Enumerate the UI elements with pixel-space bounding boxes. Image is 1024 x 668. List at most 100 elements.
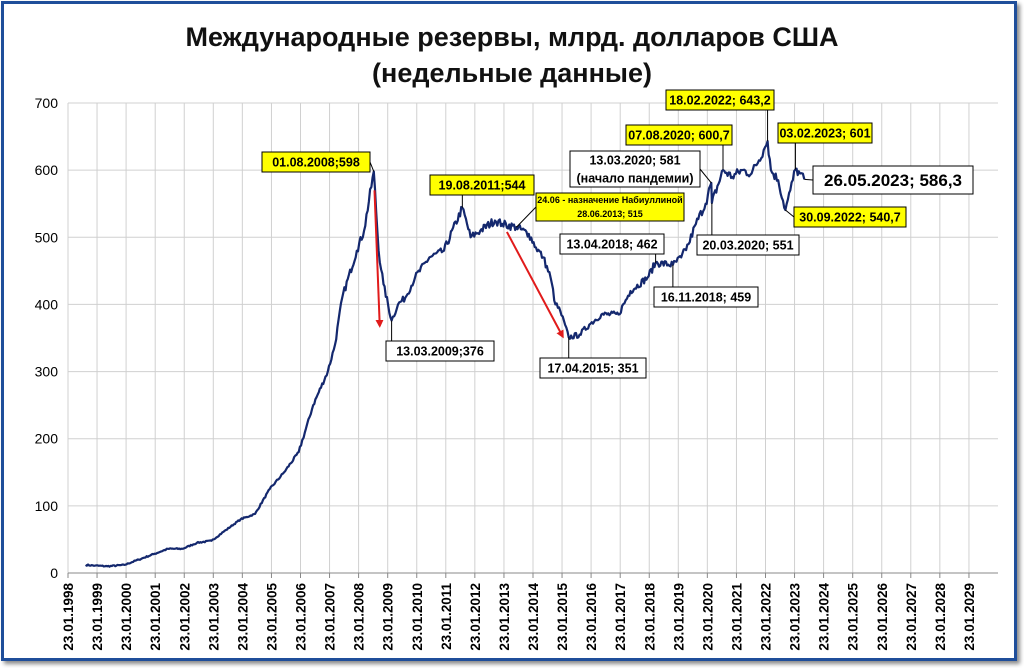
annotation-label: 24.06 - назначение Набиуллиной — [537, 195, 682, 205]
annotation-box — [535, 192, 685, 222]
x-tick-label: 23.01.1998 — [61, 583, 76, 651]
annotation-box — [625, 124, 733, 146]
annotation-label: 17.04.2015; 351 — [547, 362, 638, 376]
annotation-box — [261, 151, 371, 173]
x-tick-label: 23.01.2029 — [962, 583, 977, 651]
annotation-box — [665, 89, 775, 111]
annotation: 26.05.2023; 586,3 — [804, 165, 974, 195]
x-tick-label: 23.01.2015 — [555, 583, 570, 651]
annotation-box — [793, 206, 907, 228]
x-tick-label: 23.01.2017 — [613, 583, 628, 651]
x-tick-label: 23.01.2014 — [526, 583, 541, 651]
annotation-leader — [699, 168, 712, 184]
annotation: 16.11.2018; 459 — [653, 264, 759, 308]
annotation: 28.06.2013; 515 — [577, 209, 643, 219]
x-tick-label: 23.01.2026 — [875, 583, 890, 651]
annotation-label: 13.03.2009;376 — [396, 345, 484, 359]
annotation: (начало пандемии) — [577, 172, 694, 186]
drop-arrows — [373, 190, 564, 339]
x-tick-label: 23.01.2012 — [468, 583, 483, 651]
arrow-2014-drop — [506, 231, 564, 339]
annotation-label: 13.03.2020; 581 — [589, 154, 680, 168]
annotation-label: 18.02.2022; 643,2 — [669, 94, 771, 108]
annotation-box — [569, 150, 701, 188]
y-tick-label: 400 — [35, 296, 59, 312]
annotation: 18.02.2022; 643,2 — [665, 89, 775, 142]
annotation-box — [653, 286, 759, 308]
x-tick-label: 23.01.2024 — [817, 583, 832, 651]
y-tick-label: 500 — [35, 229, 59, 245]
annotation-box — [812, 165, 974, 195]
annotation-label: 16.11.2018; 459 — [661, 291, 751, 305]
annotation-label: 03.02.2023; 601 — [779, 127, 870, 141]
chart-title: Международные резервы, млрд. долларов СШ… — [185, 22, 838, 52]
x-tick-label: 23.01.2003 — [206, 583, 221, 651]
annotation-leader — [369, 161, 375, 172]
annotation-label: 01.08.2008;598 — [272, 156, 360, 170]
x-tick-label: 23.01.2018 — [642, 583, 657, 651]
annotation: 07.08.2020; 600,7 — [625, 124, 733, 170]
x-tick-label: 23.01.2000 — [119, 583, 134, 651]
annotations: 01.08.2008;598 13.03.2009;376 19.08.2011;5… — [261, 89, 974, 379]
x-tick-label: 23.01.2019 — [671, 583, 686, 651]
annotation-leader — [516, 206, 537, 228]
annotation: 13.04.2018; 462 — [559, 233, 665, 263]
annotation: 17.04.2015; 351 — [539, 337, 647, 379]
annotation: 13.03.2020; 581 — [569, 150, 712, 188]
annotation: 01.08.2008;598 — [261, 151, 375, 173]
x-axis: 23.01.1998 23.01.1999 23.01.2000 23.01.2001… — [61, 572, 998, 651]
arrow-2008-drop — [373, 190, 384, 328]
x-tick-label: 23.01.2005 — [264, 583, 279, 651]
x-tick-label: 23.01.2009 — [381, 583, 396, 651]
series-line-reserves — [84, 140, 806, 568]
x-tick-label: 23.01.2023 — [788, 583, 803, 651]
x-tick-label: 23.01.2028 — [933, 583, 948, 651]
annotation-label: 26.05.2023; 586,3 — [824, 171, 962, 190]
annotation: 03.02.2023; 601 — [777, 122, 873, 170]
y-tick-label: 300 — [35, 364, 59, 380]
annotation: 20.03.2020; 551 — [696, 203, 800, 256]
y-tick-label: 200 — [35, 431, 59, 447]
annotation-box — [385, 340, 495, 362]
annotation: 30.09.2022; 540,7 — [785, 206, 907, 228]
x-tick-label: 23.01.1999 — [90, 583, 105, 651]
annotation-label: 13.04.2018; 462 — [566, 238, 657, 252]
annotation-box — [777, 122, 873, 144]
annotation: 13.03.2009;376 — [385, 320, 495, 362]
annotation-label: 30.09.2022; 540,7 — [799, 211, 901, 225]
x-tick-label: 23.01.2016 — [584, 583, 599, 651]
x-tick-label: 23.01.2008 — [352, 583, 367, 651]
x-tick-label: 23.01.2022 — [759, 583, 774, 651]
annotation: 24.06 - назначение Набиуллиной — [516, 192, 685, 228]
annotation: 19.08.2011;544 — [429, 174, 535, 208]
annotation-leader — [785, 209, 795, 218]
x-tick-label: 23.01.2021 — [729, 583, 744, 651]
x-tick-label: 23.01.2006 — [294, 583, 309, 651]
annotation-label: 19.08.2011;544 — [439, 179, 526, 193]
annotation-label: 28.06.2013; 515 — [577, 209, 643, 219]
x-tick-label: 23.01.2025 — [846, 583, 861, 651]
y-tick-label: 0 — [50, 565, 58, 581]
y-tick-label: 600 — [35, 162, 59, 178]
x-tick-label: 23.01.2002 — [177, 583, 192, 651]
x-tick-label: 23.01.2001 — [148, 583, 163, 651]
x-tick-label: 23.01.2027 — [904, 583, 919, 651]
annotation-box — [696, 234, 800, 256]
y-tick-label: 100 — [35, 498, 59, 514]
annotation-label: 20.03.2020; 551 — [702, 239, 793, 253]
annotation-box — [559, 233, 665, 255]
x-tick-label: 23.01.2007 — [323, 583, 338, 651]
annotation-box — [539, 357, 647, 379]
x-tick-label: 23.01.2004 — [235, 583, 250, 651]
annotation-box — [429, 174, 535, 196]
annotation-label: (начало пандемии) — [577, 172, 694, 186]
y-tick-label: 700 — [35, 95, 59, 111]
chart-subtitle: (недельные данные) — [372, 58, 652, 88]
x-tick-label: 23.01.2013 — [497, 583, 512, 651]
x-tick-label: 23.01.2011 — [439, 583, 454, 650]
x-tick-label: 23.01.2020 — [700, 583, 715, 651]
y-axis: 0 100 200 300 400 500 600 700 — [35, 95, 59, 581]
annotation-label: 07.08.2020; 600,7 — [628, 129, 730, 143]
